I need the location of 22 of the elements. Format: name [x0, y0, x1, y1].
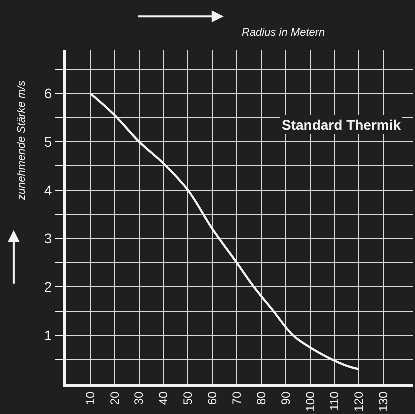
- y-axis-title: zunehmende Stärke m/s: [16, 80, 28, 202]
- y-tick-label: 2: [44, 279, 52, 296]
- text: Standard Thermik: [282, 117, 402, 133]
- y-tick-label: 4: [44, 182, 52, 198]
- x-tick-label: 40: [156, 391, 171, 406]
- x-tick-label: 110: [328, 391, 342, 411]
- x-tick-label: 80: [254, 391, 268, 406]
- x-tick-label: 60: [206, 391, 220, 406]
- x-tick-label: 30: [132, 391, 146, 406]
- x-tick-label: 90: [278, 391, 293, 406]
- x-tick-label: 10: [83, 391, 98, 406]
- x-axis-title: Radius in Metern: [242, 27, 326, 39]
- y-tick-label: 1: [44, 327, 52, 344]
- x-tick-label: 100: [303, 391, 318, 412]
- y-tick-label: 3: [44, 230, 52, 247]
- x-tick-label: 20: [108, 391, 122, 406]
- x-tick-label: 70: [230, 391, 244, 406]
- x-tick-label: 50: [181, 391, 196, 406]
- x-tick-label: 130: [376, 391, 391, 412]
- y-tick-label: 6: [44, 85, 52, 102]
- x-tick-label: 120: [352, 391, 366, 412]
- y-tick-label: 5: [44, 134, 52, 150]
